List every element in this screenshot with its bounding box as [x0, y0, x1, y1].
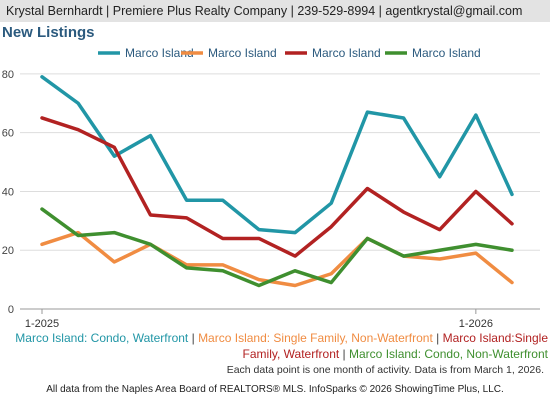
data-note: Each data point is one month of activity… — [226, 364, 544, 376]
chart-title: New Listings — [2, 24, 95, 41]
series-line-2 — [40, 230, 514, 288]
series-description-item: Marco Island: Condo, Non-Waterfront — [349, 347, 548, 361]
y-tick-label: 20 — [2, 245, 14, 257]
source-footer: All data from the Naples Area Board of R… — [46, 384, 504, 395]
y-tick-label: 80 — [2, 69, 14, 81]
series-description-item: Marco Island:Single Family, Waterfront — [242, 331, 548, 361]
header-bar: Krystal Bernhardt | Premiere Plus Realty… — [0, 0, 550, 22]
legend-label: Marco Island — [208, 46, 277, 60]
separator: | — [188, 331, 199, 345]
x-tick-label: 1-2025 — [25, 318, 59, 330]
y-tick-label: 40 — [2, 186, 14, 198]
series-line-4 — [40, 207, 514, 288]
separator: | — [432, 331, 443, 345]
series-line-3 — [40, 116, 514, 258]
legend-label: Marco Island — [412, 46, 481, 60]
y-tick-label: 0 — [8, 304, 14, 316]
separator: | — [339, 347, 350, 361]
series-description-item: Marco Island: Condo, Waterfront — [15, 331, 189, 345]
x-tick-label: 1-2026 — [459, 318, 493, 330]
series-description: Marco Island: Condo, Waterfront | Marco … — [2, 330, 548, 362]
legend-label: Marco Island — [125, 46, 194, 60]
y-tick-label: 60 — [2, 128, 14, 140]
header-contact-text: Krystal Bernhardt | Premiere Plus Realty… — [6, 4, 523, 18]
series-line-1 — [40, 75, 514, 235]
series-description-item: Marco Island: Single Family, Non-Waterfr… — [198, 331, 433, 345]
legend-label: Marco Island — [312, 46, 381, 60]
